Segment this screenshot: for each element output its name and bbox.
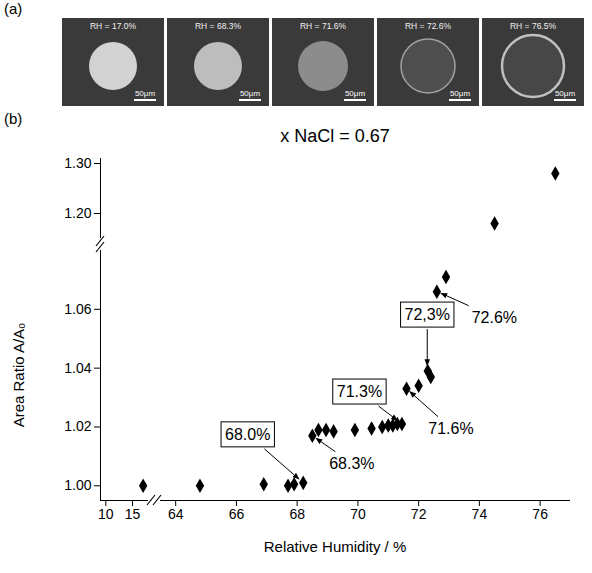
svg-text:68.3%: 68.3% <box>329 455 374 472</box>
svg-text:68: 68 <box>289 506 305 522</box>
svg-text:50μm: 50μm <box>555 89 576 98</box>
svg-text:1.04: 1.04 <box>64 360 91 376</box>
svg-text:68.0%: 68.0% <box>225 426 270 443</box>
svg-text:10: 10 <box>98 506 114 522</box>
svg-text:71.3%: 71.3% <box>337 383 382 400</box>
svg-text:Area Ratio A/A₀: Area Ratio A/A₀ <box>10 323 27 428</box>
svg-text:50μm: 50μm <box>450 89 471 98</box>
svg-text:(b): (b) <box>4 110 22 127</box>
svg-text:1.00: 1.00 <box>64 477 91 493</box>
svg-text:70: 70 <box>350 506 366 522</box>
svg-text:RH = 71.6%: RH = 71.6% <box>300 21 347 31</box>
svg-text:RH = 72.6%: RH = 72.6% <box>405 21 452 31</box>
svg-text:x NaCl = 0.67: x NaCl = 0.67 <box>280 126 390 146</box>
svg-text:72.6%: 72.6% <box>472 309 517 326</box>
svg-text:72,3%: 72,3% <box>405 306 450 323</box>
svg-text:1.02: 1.02 <box>64 418 91 434</box>
svg-text:50μm: 50μm <box>135 89 156 98</box>
svg-text:(a): (a) <box>4 0 22 17</box>
svg-text:76: 76 <box>532 506 548 522</box>
svg-text:50μm: 50μm <box>345 89 366 98</box>
svg-text:Relative Humidity / %: Relative Humidity / % <box>264 538 407 555</box>
svg-text:1.20: 1.20 <box>64 205 91 221</box>
svg-text:50μm: 50μm <box>240 89 261 98</box>
svg-text:74: 74 <box>472 506 488 522</box>
svg-text:RH = 17.0%: RH = 17.0% <box>90 21 137 31</box>
svg-text:RH = 76.5%: RH = 76.5% <box>510 21 557 31</box>
svg-text:1.30: 1.30 <box>64 155 91 171</box>
svg-text:15: 15 <box>125 506 141 522</box>
svg-text:71.6%: 71.6% <box>428 420 473 437</box>
svg-text:66: 66 <box>229 506 245 522</box>
svg-text:1.06: 1.06 <box>64 301 91 317</box>
svg-text:RH = 68.3%: RH = 68.3% <box>195 21 242 31</box>
svg-text:72: 72 <box>411 506 427 522</box>
svg-text:64: 64 <box>168 506 184 522</box>
